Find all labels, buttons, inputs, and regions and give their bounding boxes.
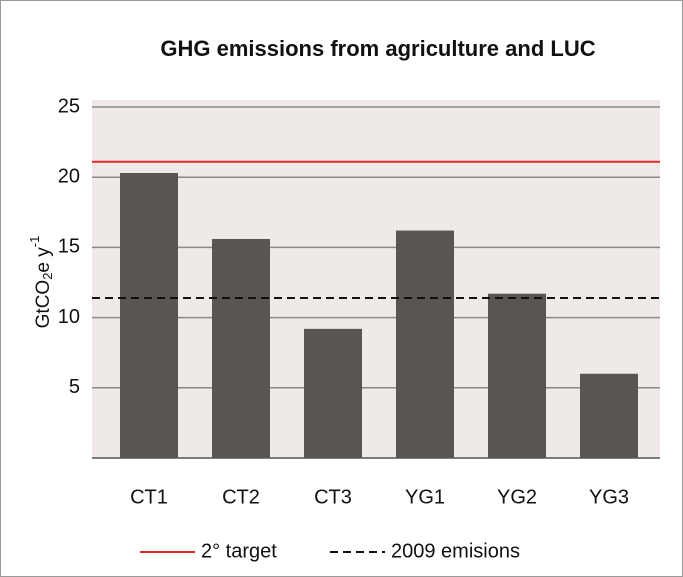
plot-area <box>92 100 660 458</box>
bar <box>212 238 270 458</box>
y-tick-label: 25 <box>58 95 80 117</box>
x-tick-label: YG3 <box>589 486 629 508</box>
chart-title: GHG emissions from agriculture and LUC <box>160 36 595 61</box>
x-tick-label: YG2 <box>497 486 537 508</box>
legend-label: 2° target <box>201 540 277 562</box>
bar <box>396 230 454 458</box>
y-tick-label: 20 <box>58 165 80 187</box>
y-axis-label: GtCO2e y-1 <box>27 236 55 329</box>
bar <box>580 373 638 458</box>
y-tick-label: 15 <box>58 236 80 258</box>
y-tick-label: 5 <box>69 376 80 398</box>
y-tick-label: 10 <box>58 306 80 328</box>
bar <box>120 172 178 458</box>
x-tick-label: YG1 <box>405 486 445 508</box>
bar <box>304 328 362 458</box>
x-tick-label: CT1 <box>130 486 168 508</box>
bar <box>488 293 546 458</box>
x-tick-label: CT3 <box>314 486 352 508</box>
x-tick-label: CT2 <box>222 486 260 508</box>
legend-label: 2009 emisions <box>391 540 520 562</box>
